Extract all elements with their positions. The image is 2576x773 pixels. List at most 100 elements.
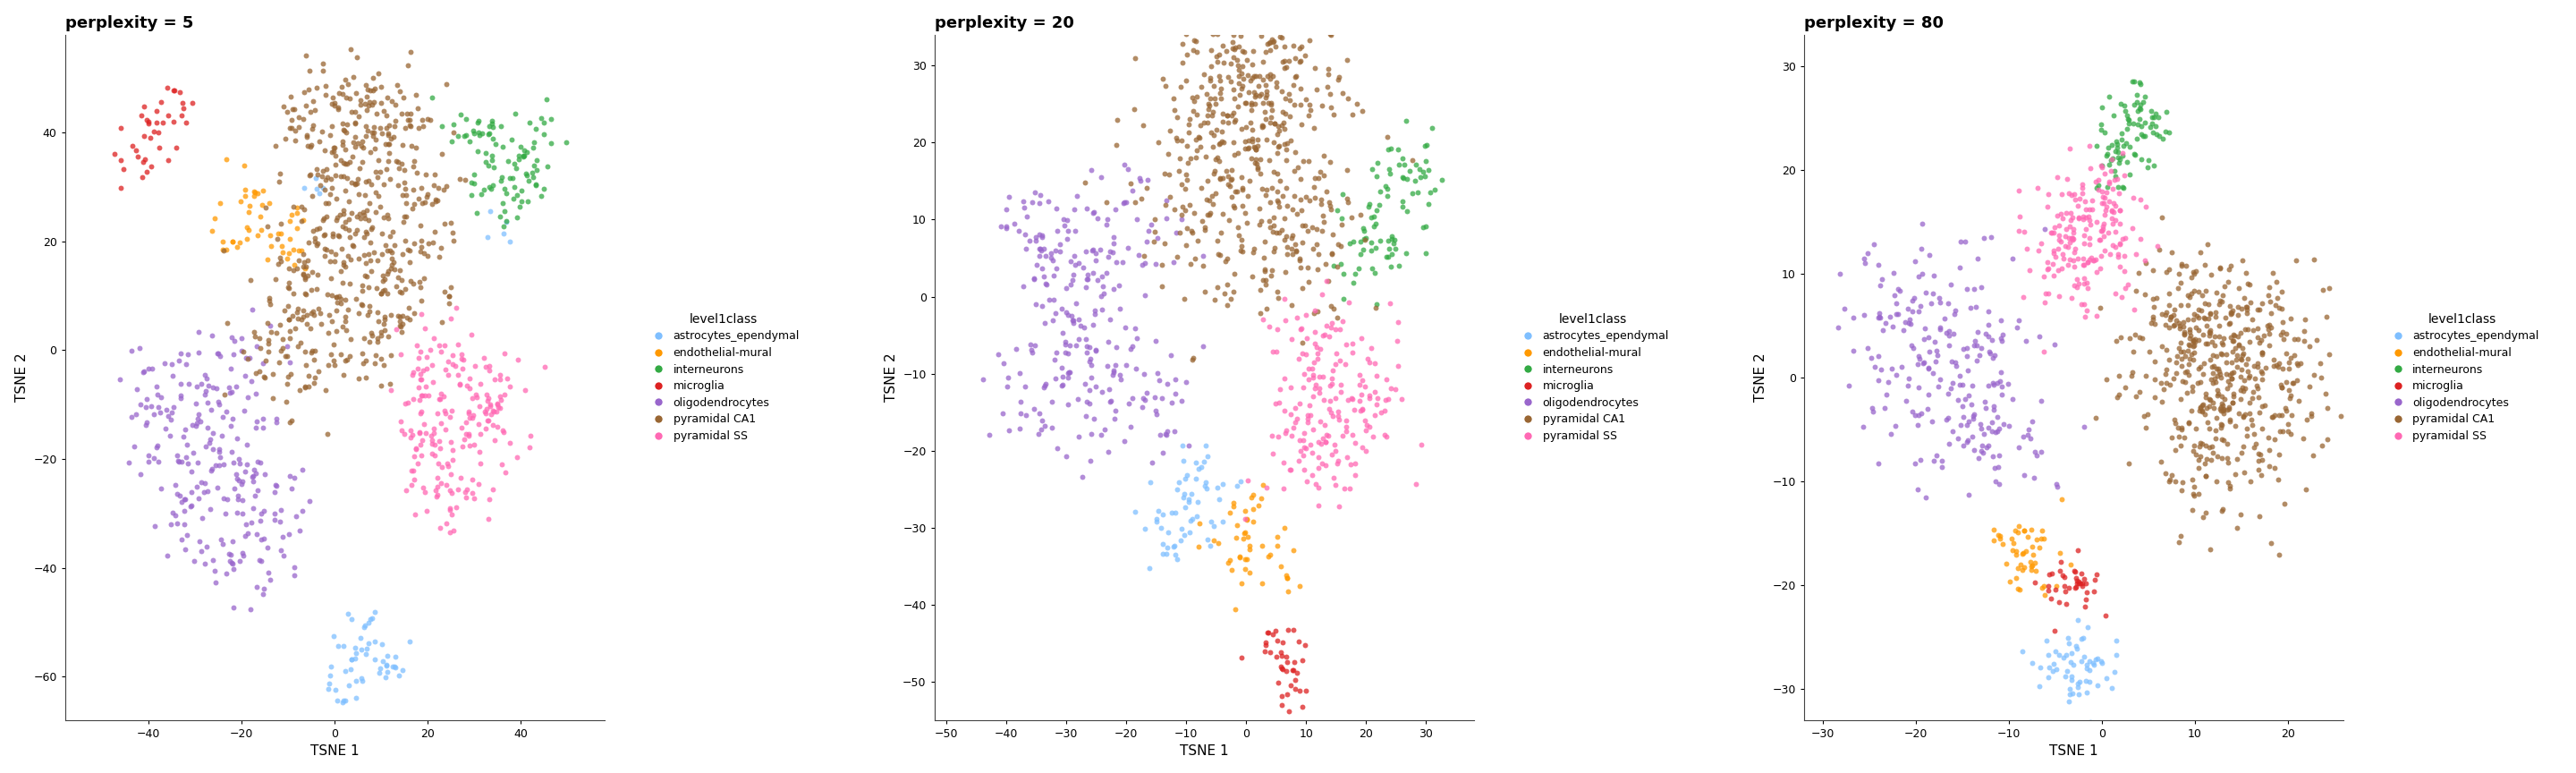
astrocytes_ependymal [1164, 488, 1206, 500]
pyramidal CA1 [1288, 155, 1329, 168]
pyramidal CA1 [1167, 139, 1208, 152]
pyramidal CA1 [1252, 36, 1293, 49]
pyramidal SS [404, 427, 446, 440]
astrocytes_ependymal [1218, 475, 1260, 488]
pyramidal CA1 [2241, 346, 2282, 359]
interneurons [2138, 111, 2179, 124]
pyramidal SS [1275, 416, 1316, 428]
pyramidal CA1 [1234, 242, 1275, 254]
pyramidal CA1 [350, 329, 392, 342]
pyramidal CA1 [1280, 253, 1321, 265]
oligodendrocytes [162, 533, 204, 546]
pyramidal CA1 [1247, 183, 1288, 196]
oligodendrocytes [1942, 342, 1984, 355]
pyramidal CA1 [2184, 458, 2226, 470]
oligodendrocytes [216, 493, 258, 506]
microglia [139, 96, 180, 108]
pyramidal CA1 [1195, 234, 1236, 247]
pyramidal CA1 [2264, 404, 2306, 417]
pyramidal CA1 [2159, 431, 2200, 443]
oligodendrocytes [1105, 196, 1146, 209]
pyramidal SS [379, 348, 420, 360]
pyramidal CA1 [330, 93, 371, 105]
pyramidal CA1 [428, 291, 469, 303]
pyramidal CA1 [368, 128, 410, 141]
pyramidal CA1 [2213, 397, 2254, 409]
interneurons [446, 129, 487, 141]
astrocytes_ependymal [1175, 510, 1216, 523]
pyramidal CA1 [1239, 0, 1280, 11]
pyramidal CA1 [2277, 357, 2318, 369]
microglia [2061, 577, 2102, 589]
oligodendrocytes [188, 437, 229, 449]
pyramidal CA1 [1244, 106, 1285, 118]
interneurons [1332, 277, 1373, 289]
pyramidal CA1 [1239, 153, 1280, 165]
pyramidal CA1 [2233, 373, 2275, 385]
pyramidal CA1 [1229, 135, 1270, 147]
pyramidal CA1 [1231, 58, 1273, 70]
pyramidal CA1 [337, 111, 379, 123]
pyramidal CA1 [1203, 208, 1244, 220]
pyramidal CA1 [407, 189, 448, 201]
pyramidal CA1 [381, 216, 422, 228]
oligodendrocytes [183, 486, 224, 499]
microglia [2035, 584, 2076, 596]
pyramidal CA1 [1172, 44, 1213, 56]
oligodendrocytes [178, 457, 219, 469]
pyramidal SS [412, 359, 453, 371]
microglia [1273, 624, 1314, 636]
astrocytes_ependymal [2066, 662, 2107, 675]
oligodendrocytes [1103, 158, 1144, 170]
oligodendrocytes [2025, 223, 2066, 235]
pyramidal CA1 [2184, 470, 2226, 482]
pyramidal CA1 [2190, 441, 2231, 454]
endothelial-mural [224, 183, 265, 196]
pyramidal CA1 [1139, 136, 1180, 148]
pyramidal CA1 [2174, 333, 2215, 346]
oligodendrocytes [1084, 423, 1126, 435]
pyramidal CA1 [345, 354, 386, 366]
pyramidal CA1 [1327, 54, 1368, 66]
astrocytes_ependymal [2050, 683, 2092, 695]
pyramidal CA1 [322, 117, 363, 130]
pyramidal CA1 [291, 344, 332, 356]
pyramidal CA1 [2146, 467, 2187, 479]
pyramidal CA1 [363, 269, 404, 281]
oligodendrocytes [1945, 393, 1986, 406]
pyramidal CA1 [379, 162, 420, 174]
pyramidal CA1 [2228, 278, 2269, 291]
pyramidal SS [459, 478, 500, 490]
interneurons [420, 120, 461, 132]
pyramidal SS [2050, 189, 2092, 202]
pyramidal SS [2066, 277, 2107, 289]
pyramidal CA1 [322, 259, 363, 271]
pyramidal CA1 [309, 309, 350, 322]
interneurons [513, 159, 554, 172]
endothelial-mural [2012, 560, 2053, 572]
pyramidal CA1 [2213, 329, 2254, 341]
pyramidal CA1 [1224, 135, 1265, 148]
interneurons [2110, 169, 2151, 181]
pyramidal CA1 [291, 224, 332, 237]
interneurons [1365, 180, 1406, 192]
microglia [1267, 623, 1309, 635]
pyramidal SS [1355, 386, 1396, 398]
pyramidal SS [1345, 380, 1386, 393]
oligodendrocytes [116, 408, 157, 421]
pyramidal SS [497, 353, 538, 366]
astrocytes_ependymal [1141, 538, 1182, 550]
astrocytes_ependymal [345, 619, 386, 632]
oligodendrocytes [1875, 369, 1917, 381]
interneurons [2097, 181, 2138, 193]
microglia [1257, 635, 1298, 647]
pyramidal CA1 [343, 206, 384, 218]
pyramidal CA1 [2197, 387, 2239, 400]
pyramidal CA1 [281, 336, 322, 349]
interneurons [1314, 259, 1355, 271]
interneurons [2102, 133, 2143, 145]
pyramidal CA1 [1213, 199, 1255, 212]
oligodendrocytes [214, 335, 255, 347]
pyramidal CA1 [2166, 358, 2208, 370]
pyramidal SS [1311, 377, 1352, 390]
